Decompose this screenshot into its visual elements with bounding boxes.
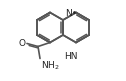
Text: HN: HN [64, 52, 77, 61]
Text: O: O [18, 39, 25, 48]
Text: NH$_2$: NH$_2$ [41, 60, 60, 72]
Text: N•: N• [65, 9, 77, 18]
